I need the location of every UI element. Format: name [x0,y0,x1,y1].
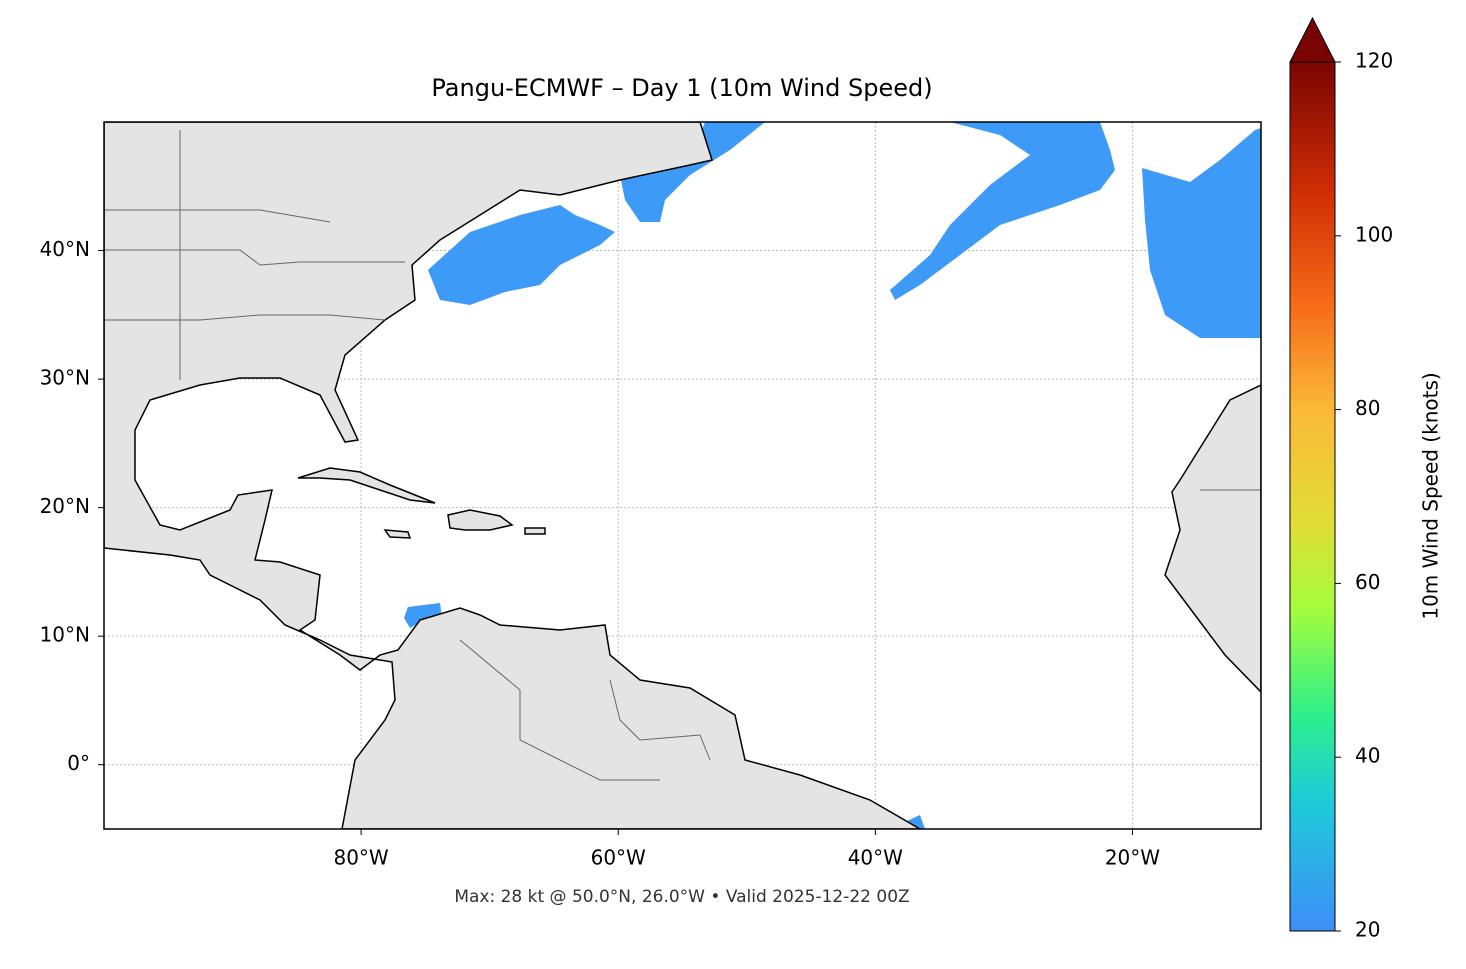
y-tick-label: 20°N [40,494,90,518]
state-borders [104,209,331,223]
land-puerto-rico [524,527,546,535]
map-area [104,122,1261,829]
y-tick-label: 0° [67,751,90,775]
land-hispaniola [447,509,514,531]
colorbar-tick-label: 120 [1355,49,1393,73]
colorbar-tick-label: 20 [1355,918,1380,942]
wind-field [404,603,442,628]
x-tick-label: 20°W [1105,846,1160,870]
state-borders [104,249,405,266]
land-africa [1164,384,1261,694]
wind-field [620,122,765,222]
state-borders [609,679,711,761]
colorbar-tick-label: 80 [1355,396,1380,420]
chart-title: Pangu-ECMWF – Day 1 (10m Wind Speed) [431,74,932,102]
wind-field [890,122,1115,300]
colorbar-extension [1289,16,1336,63]
annotation: Max: 28 kt @ 50.0°N, 26.0°W • Valid 2025… [454,887,909,907]
x-tick-label: 40°W [848,846,903,870]
colorbar [1289,61,1336,932]
colorbar-tick-label: 40 [1355,744,1380,768]
y-tick-label: 30°N [40,366,90,390]
land-jamaica [383,529,412,539]
land-cuba [297,467,436,504]
wind-field [1142,128,1261,338]
x-tick-label: 60°W [591,846,646,870]
x-tick-label: 80°W [333,846,388,870]
colorbar-tick-label: 60 [1355,570,1380,594]
state-borders [459,639,660,781]
y-tick-label: 10°N [40,623,90,647]
state-borders [104,314,386,321]
colorbar-tick-label: 100 [1355,222,1393,246]
colorbar-label: 10m Wind Speed (knots) [1419,372,1443,619]
y-tick-label: 40°N [40,237,90,261]
plot-frame [103,121,1262,830]
wind-field [428,205,615,305]
